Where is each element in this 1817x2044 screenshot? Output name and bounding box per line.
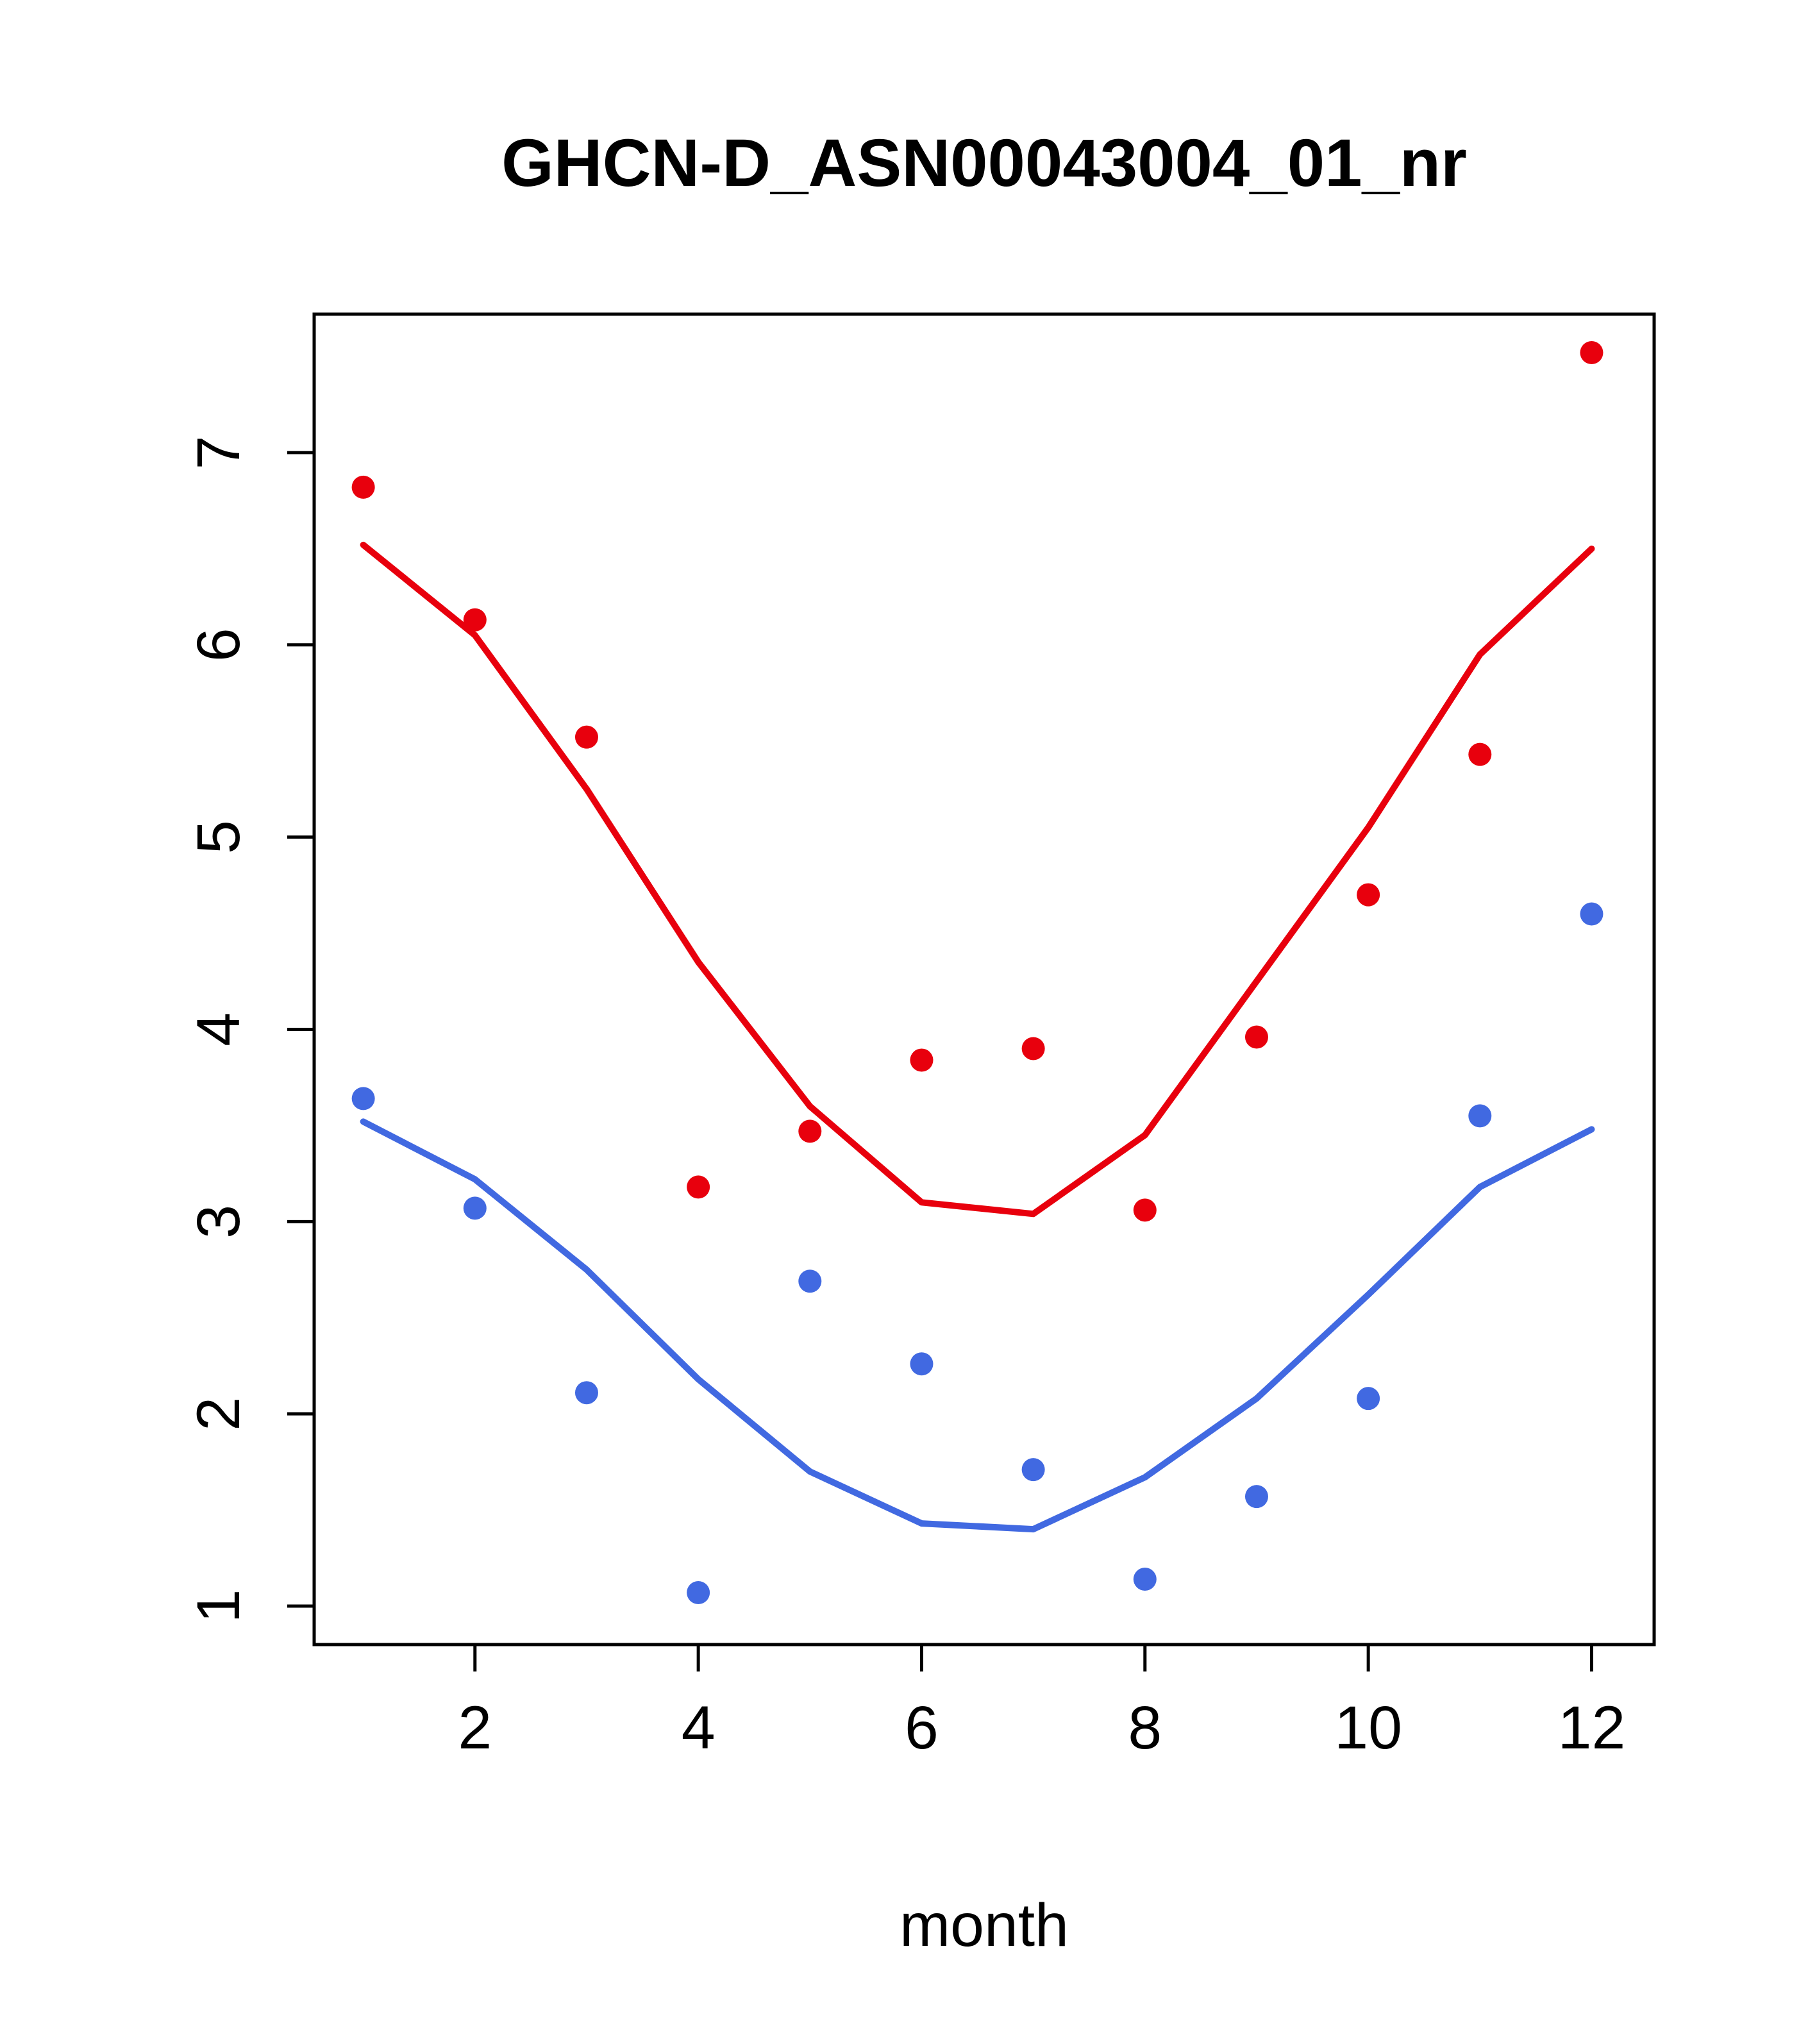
y-tick-label: 6 <box>185 628 253 662</box>
lower-points-point <box>1244 1485 1268 1509</box>
lower-points-point <box>798 1269 822 1293</box>
lower-line-path <box>360 1118 1595 1533</box>
upper-line-path <box>360 541 1595 1218</box>
y-tick-label: 2 <box>185 1397 253 1431</box>
lower-points-point <box>1357 1387 1380 1411</box>
y-tick-label: 1 <box>185 1589 253 1623</box>
y-tick-label: 5 <box>185 820 253 854</box>
upper-points-point <box>351 475 375 499</box>
lower-points-point <box>1580 902 1603 926</box>
upper-points-point <box>1468 742 1492 766</box>
upper-points-point <box>798 1119 822 1143</box>
upper-points-point <box>463 608 487 632</box>
upper-points-point <box>1580 340 1603 364</box>
x-axis-label: month <box>900 1891 1069 1959</box>
x-tick-label: 2 <box>458 1694 492 1762</box>
x-tick-label: 10 <box>1334 1694 1402 1762</box>
lower-points-point <box>574 1381 598 1405</box>
upper-points-point <box>910 1048 934 1072</box>
x-tick-label: 6 <box>905 1694 939 1762</box>
chart-title: GHCN-D_ASN00043004_01_nr <box>501 126 1467 201</box>
y-tick-label: 4 <box>185 1012 253 1046</box>
lower-points-point <box>1133 1568 1157 1591</box>
upper-points-point <box>1021 1037 1045 1060</box>
lower-points-point <box>351 1087 375 1110</box>
y-tick-label: 3 <box>185 1205 253 1239</box>
x-tick-label: 12 <box>1558 1694 1626 1762</box>
lower-points-point <box>687 1581 710 1605</box>
lower-points-point <box>910 1352 934 1376</box>
lower-points-point <box>1021 1458 1045 1482</box>
upper-points-point <box>1357 883 1380 907</box>
x-tick-label: 4 <box>682 1694 716 1762</box>
lower-points-point <box>463 1196 487 1220</box>
upper-points-point <box>574 725 598 749</box>
upper-points-point <box>687 1175 710 1199</box>
lower-points-point <box>1468 1104 1492 1128</box>
upper-points-point <box>1133 1198 1157 1222</box>
upper-points-point <box>1244 1025 1268 1049</box>
x-tick-label: 8 <box>1128 1694 1162 1762</box>
y-tick-label: 7 <box>185 435 253 469</box>
plot-box <box>312 312 1656 1646</box>
